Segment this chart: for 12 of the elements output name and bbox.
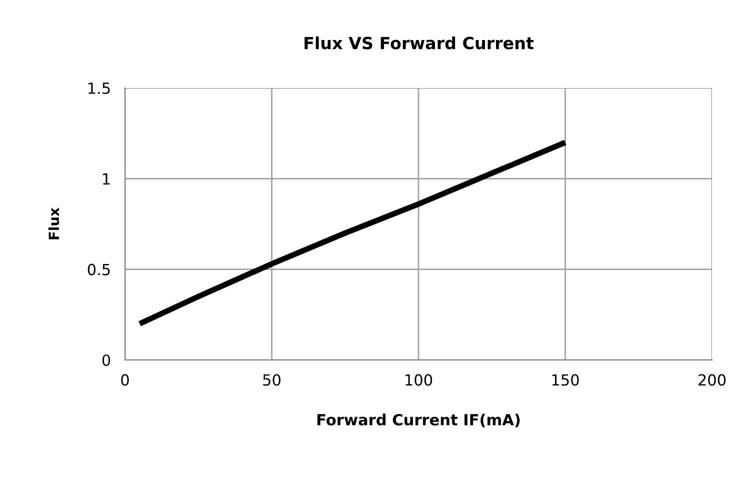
y-tick-label: 0 <box>102 354 110 366</box>
x-tick-label: 0 <box>121 374 129 386</box>
y-axis-title: Flux <box>48 208 60 240</box>
y-tick-label: 0.5 <box>88 264 110 276</box>
x-tick-label: 200 <box>698 374 726 386</box>
x-tick-label: 50 <box>263 374 280 386</box>
x-tick-label: 150 <box>552 374 579 386</box>
y-tick-label: 1.5 <box>88 82 110 94</box>
y-tick-label: 1 <box>103 173 110 184</box>
x-axis-title: Forward Current IF(mA) <box>317 414 520 428</box>
chart-title: Flux VS Forward Current <box>304 36 534 50</box>
x-tick-label: 100 <box>406 374 432 386</box>
